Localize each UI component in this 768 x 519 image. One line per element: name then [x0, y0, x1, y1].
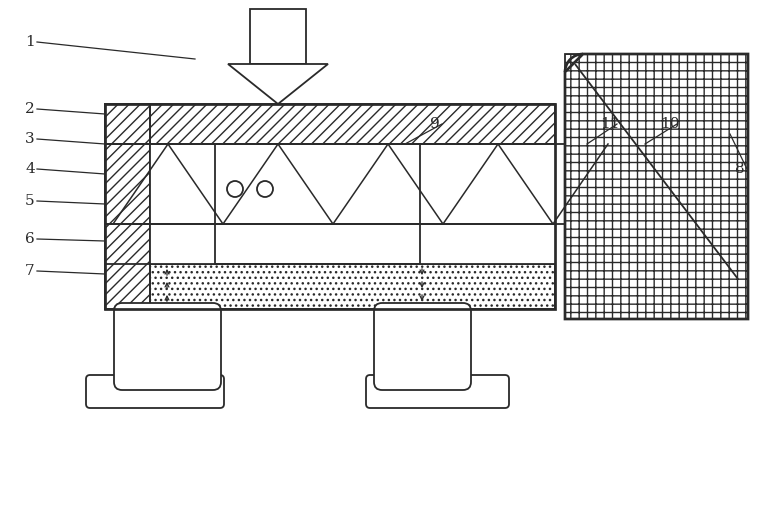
Text: 6: 6	[25, 232, 35, 246]
Bar	[105, 104, 150, 309]
Bar	[250, 9, 306, 64]
Text: 1: 1	[25, 35, 35, 49]
Text: 10: 10	[660, 117, 680, 131]
Bar	[150, 144, 215, 224]
Text: 9: 9	[430, 117, 440, 131]
Bar	[120, 309, 215, 384]
Bar	[420, 224, 555, 264]
Bar	[105, 264, 555, 309]
FancyBboxPatch shape	[366, 375, 509, 408]
Text: 8: 8	[735, 162, 745, 176]
Text: 5: 5	[25, 194, 35, 208]
Text: 7: 7	[25, 264, 35, 278]
Bar	[380, 309, 465, 384]
Text: 4: 4	[25, 162, 35, 176]
Bar	[565, 54, 748, 319]
FancyBboxPatch shape	[114, 303, 221, 390]
Text: 2: 2	[25, 102, 35, 116]
Text: 11: 11	[601, 117, 620, 131]
FancyBboxPatch shape	[374, 303, 471, 390]
Text: 3: 3	[25, 132, 35, 146]
Bar	[105, 104, 555, 309]
Bar	[420, 144, 555, 224]
Bar	[105, 144, 555, 224]
Bar	[105, 224, 555, 264]
FancyBboxPatch shape	[86, 375, 224, 408]
Bar	[150, 224, 215, 264]
Polygon shape	[228, 64, 328, 104]
Bar	[105, 104, 555, 144]
Bar	[215, 144, 420, 264]
